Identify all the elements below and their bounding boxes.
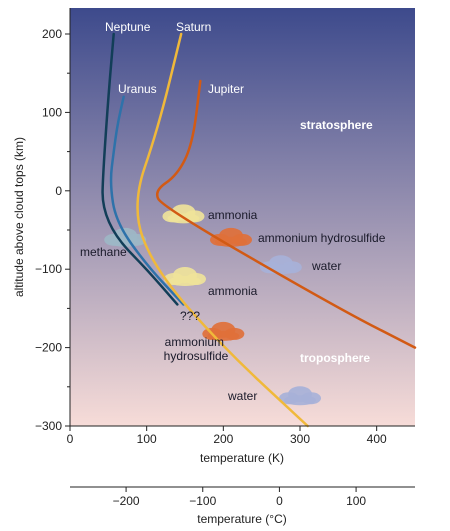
cloud-2 (259, 255, 302, 275)
x-tick-label-100: 100 (137, 432, 157, 446)
cloud-label-ammonia-lower: ammonia (208, 284, 258, 298)
celsius-ticks-layer: −200 −100 0 100 (113, 487, 366, 508)
unknown-label: ??? (180, 309, 200, 323)
stratosphere-label: stratosphere (300, 118, 373, 132)
cloud-1-puff-3 (215, 236, 247, 247)
cloud-6 (279, 386, 321, 406)
cloud-label-ammonium-hydrosulfide-lower: ammonium hydrosulfide (164, 335, 229, 363)
celsius-tick-label-0: 0 (276, 494, 283, 508)
y-axis-title: altitude above cloud tops (km) (12, 137, 26, 297)
cloud-4-puff-3 (169, 276, 201, 287)
celsius-tick-label-100: 100 (346, 494, 366, 508)
cloud-4 (164, 267, 206, 287)
series-label-uranus: Uranus (118, 82, 157, 96)
y-tick-label--100: −100 (35, 262, 62, 276)
troposphere-label: troposphere (300, 351, 370, 365)
series-jupiter-line (155, 79, 417, 349)
series-uranus-line (109, 95, 185, 306)
cloud-label-water-lower: water (227, 389, 257, 403)
x-tick-label-0: 0 (67, 432, 74, 446)
cloud-label-water-upper: water (311, 259, 341, 273)
x-tick-label-300: 300 (290, 432, 310, 446)
y-tick-label--300: −300 (35, 419, 62, 433)
x-tick-label-200: 200 (213, 432, 233, 446)
celsius-tick-label--200: −200 (113, 494, 140, 508)
ahs-line2: hydrosulfide (164, 349, 229, 363)
celsius-axis-title: temperature (°C) (197, 512, 287, 526)
series-label-neptune: Neptune (105, 20, 151, 34)
ahs-line1: ammonium (165, 335, 224, 349)
cloud-0 (162, 204, 205, 224)
series-label-saturn: Saturn (176, 20, 211, 34)
y-tick-label-200: 200 (42, 27, 62, 41)
y-tick-label-0: 0 (55, 184, 62, 198)
y-tick-label-100: 100 (42, 105, 62, 119)
cloud-label-methane: methane (80, 245, 127, 259)
celsius-tick-label--100: −100 (189, 494, 216, 508)
y-tick-label--200: −200 (35, 341, 62, 355)
cloud-label-ammonia-upper: ammonia (208, 208, 258, 222)
plot-area (70, 8, 415, 426)
x-tick-label-400: 400 (367, 432, 387, 446)
series-label-jupiter: Jupiter (208, 82, 244, 96)
series-saturn-line (136, 32, 309, 428)
x-axis-title: temperature (K) (200, 451, 284, 465)
cloud-6-puff-3 (284, 395, 316, 406)
ticks-layer: 0 100 200 300 400 200 100 0 −100 −200 −300 (35, 27, 387, 446)
series-neptune-line (101, 32, 179, 306)
series-layer (101, 32, 417, 428)
cloud-label-ammonium-hydrosulfide-upper: ammonium hydrosulfide (258, 231, 386, 245)
